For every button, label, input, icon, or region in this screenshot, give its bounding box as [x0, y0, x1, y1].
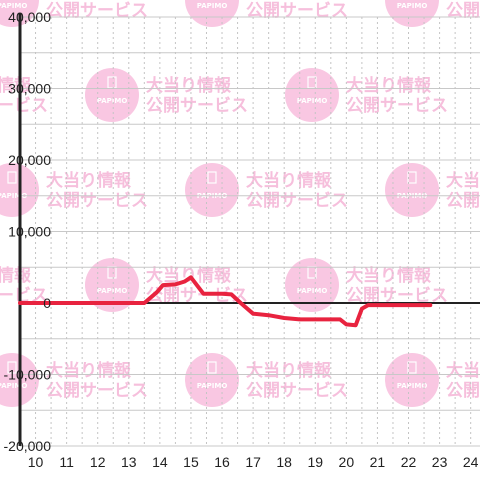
watermark-line1: 大当り情報: [46, 0, 132, 1]
y-tick-label: 0: [43, 295, 51, 311]
y-tick-label: 30,000: [8, 81, 51, 97]
watermark-circle: [385, 0, 439, 27]
watermark-line1: 大当り情報: [46, 360, 132, 381]
x-tick-label: 17: [245, 454, 261, 470]
y-tick-label: -20,000: [4, 438, 52, 454]
watermark-brand: PAPIMO: [97, 97, 128, 105]
x-tick-label: 12: [90, 454, 106, 470]
watermark-brand: PAPIMO: [297, 287, 328, 295]
watermark-line2: 公開サービス: [146, 96, 248, 116]
phone-icon: [207, 361, 217, 374]
x-tick-label: 10: [28, 454, 44, 470]
watermark-circle: [185, 163, 239, 217]
watermark-layer: PAPIMO大当り情報公開サービスPAPIMO大当り情報公開サービスPAPIMO…: [0, 0, 480, 407]
x-tick-label: 18: [276, 454, 292, 470]
watermark-circle: [185, 353, 239, 407]
watermark-brand: PAPIMO: [397, 382, 428, 390]
x-tick-label: 21: [370, 454, 386, 470]
x-tick-label: 20: [339, 454, 355, 470]
watermark-circle: [85, 258, 139, 312]
y-tick-label: 20,000: [8, 152, 51, 168]
watermark-line2: 公開サービス: [146, 286, 248, 306]
watermark-circle: [185, 0, 239, 27]
watermark-brand: PAPIMO: [397, 2, 428, 10]
chart-grid: [20, 16, 480, 447]
watermark-line1: 大当り情報: [0, 75, 32, 96]
phone-icon: [7, 171, 17, 184]
phone-icon: [407, 361, 417, 374]
watermark-brand: PAPIMO: [297, 97, 328, 105]
watermark-line2: 公開サービス: [446, 381, 480, 401]
watermark-line2: 公開サービス: [246, 381, 348, 401]
watermark-line1: 大当り情報: [246, 0, 332, 1]
y-tick-label: -10,000: [4, 367, 52, 383]
x-tick-label: 22: [401, 454, 417, 470]
x-tick-label: 24: [463, 454, 479, 470]
watermark-brand: PAPIMO: [97, 287, 128, 295]
watermark-line2: 公開サービス: [446, 191, 480, 211]
watermark-line2: 公開サービス: [46, 191, 148, 211]
watermark-circle: [285, 68, 339, 122]
watermark-line1: 大当り情報: [146, 75, 232, 96]
watermark-circle: [385, 353, 439, 407]
x-tick-label: 13: [121, 454, 137, 470]
watermark-brand: PAPIMO: [0, 382, 27, 390]
watermark-line2: 公開サービス: [46, 381, 148, 401]
watermark-line2: 公開サービス: [246, 191, 348, 211]
x-tick-label: 14: [152, 454, 168, 470]
x-tick-label: 15: [183, 454, 199, 470]
watermark-brand: PAPIMO: [0, 192, 27, 200]
watermark-line2: 公開サービス: [446, 1, 480, 21]
watermark-line2: 公開サービス: [346, 96, 448, 116]
watermark-line2: 公開サービス: [346, 286, 448, 306]
x-axis-tick-labels: 10 11 12 13 14 15 16 17 18 19 20 21 22 23 24: [28, 454, 479, 470]
x-tick-label: 23: [432, 454, 448, 470]
watermark-brand: PAPIMO: [197, 382, 228, 390]
watermark-line2: 公開サービス: [246, 1, 348, 21]
watermark-line1: 大当り情報: [446, 170, 480, 191]
watermark-circle: [385, 163, 439, 217]
y-axis-tick-labels: -20,000 -10,000 0 10,000 20,000 30,000 40,000: [4, 9, 52, 454]
watermark-line1: 大当り情報: [146, 265, 232, 286]
watermark-line2: 公開サービス: [46, 1, 148, 21]
chart-series: [18, 275, 433, 328]
watermark-line1: 大当り情報: [0, 265, 32, 286]
watermark-line1: 大当り情報: [346, 265, 432, 286]
phone-icon: [407, 171, 417, 184]
phone-icon: [207, 171, 217, 184]
x-tick-label: 16: [214, 454, 230, 470]
y-tick-label: 10,000: [8, 224, 51, 240]
watermark-line1: 大当り情報: [446, 0, 480, 1]
x-tick-label: 19: [307, 454, 323, 470]
watermark-line1: 大当り情報: [346, 75, 432, 96]
watermark-brand: PAPIMO: [197, 2, 228, 10]
watermark-line1: 大当り情報: [246, 360, 332, 381]
watermark-circle: [285, 258, 339, 312]
watermark-circle: [85, 68, 139, 122]
watermark-line2: 公開サービス: [0, 96, 48, 116]
watermark-line1: 大当り情報: [246, 170, 332, 191]
series-line-0: [18, 275, 433, 328]
x-tick-label: 11: [59, 454, 74, 470]
phone-icon: [7, 361, 17, 374]
watermark-brand: PAPIMO: [0, 2, 27, 10]
watermark-line1: 大当り情報: [46, 170, 132, 191]
y-tick-label: 40,000: [8, 9, 51, 25]
watermark-line1: 大当り情報: [446, 360, 480, 381]
